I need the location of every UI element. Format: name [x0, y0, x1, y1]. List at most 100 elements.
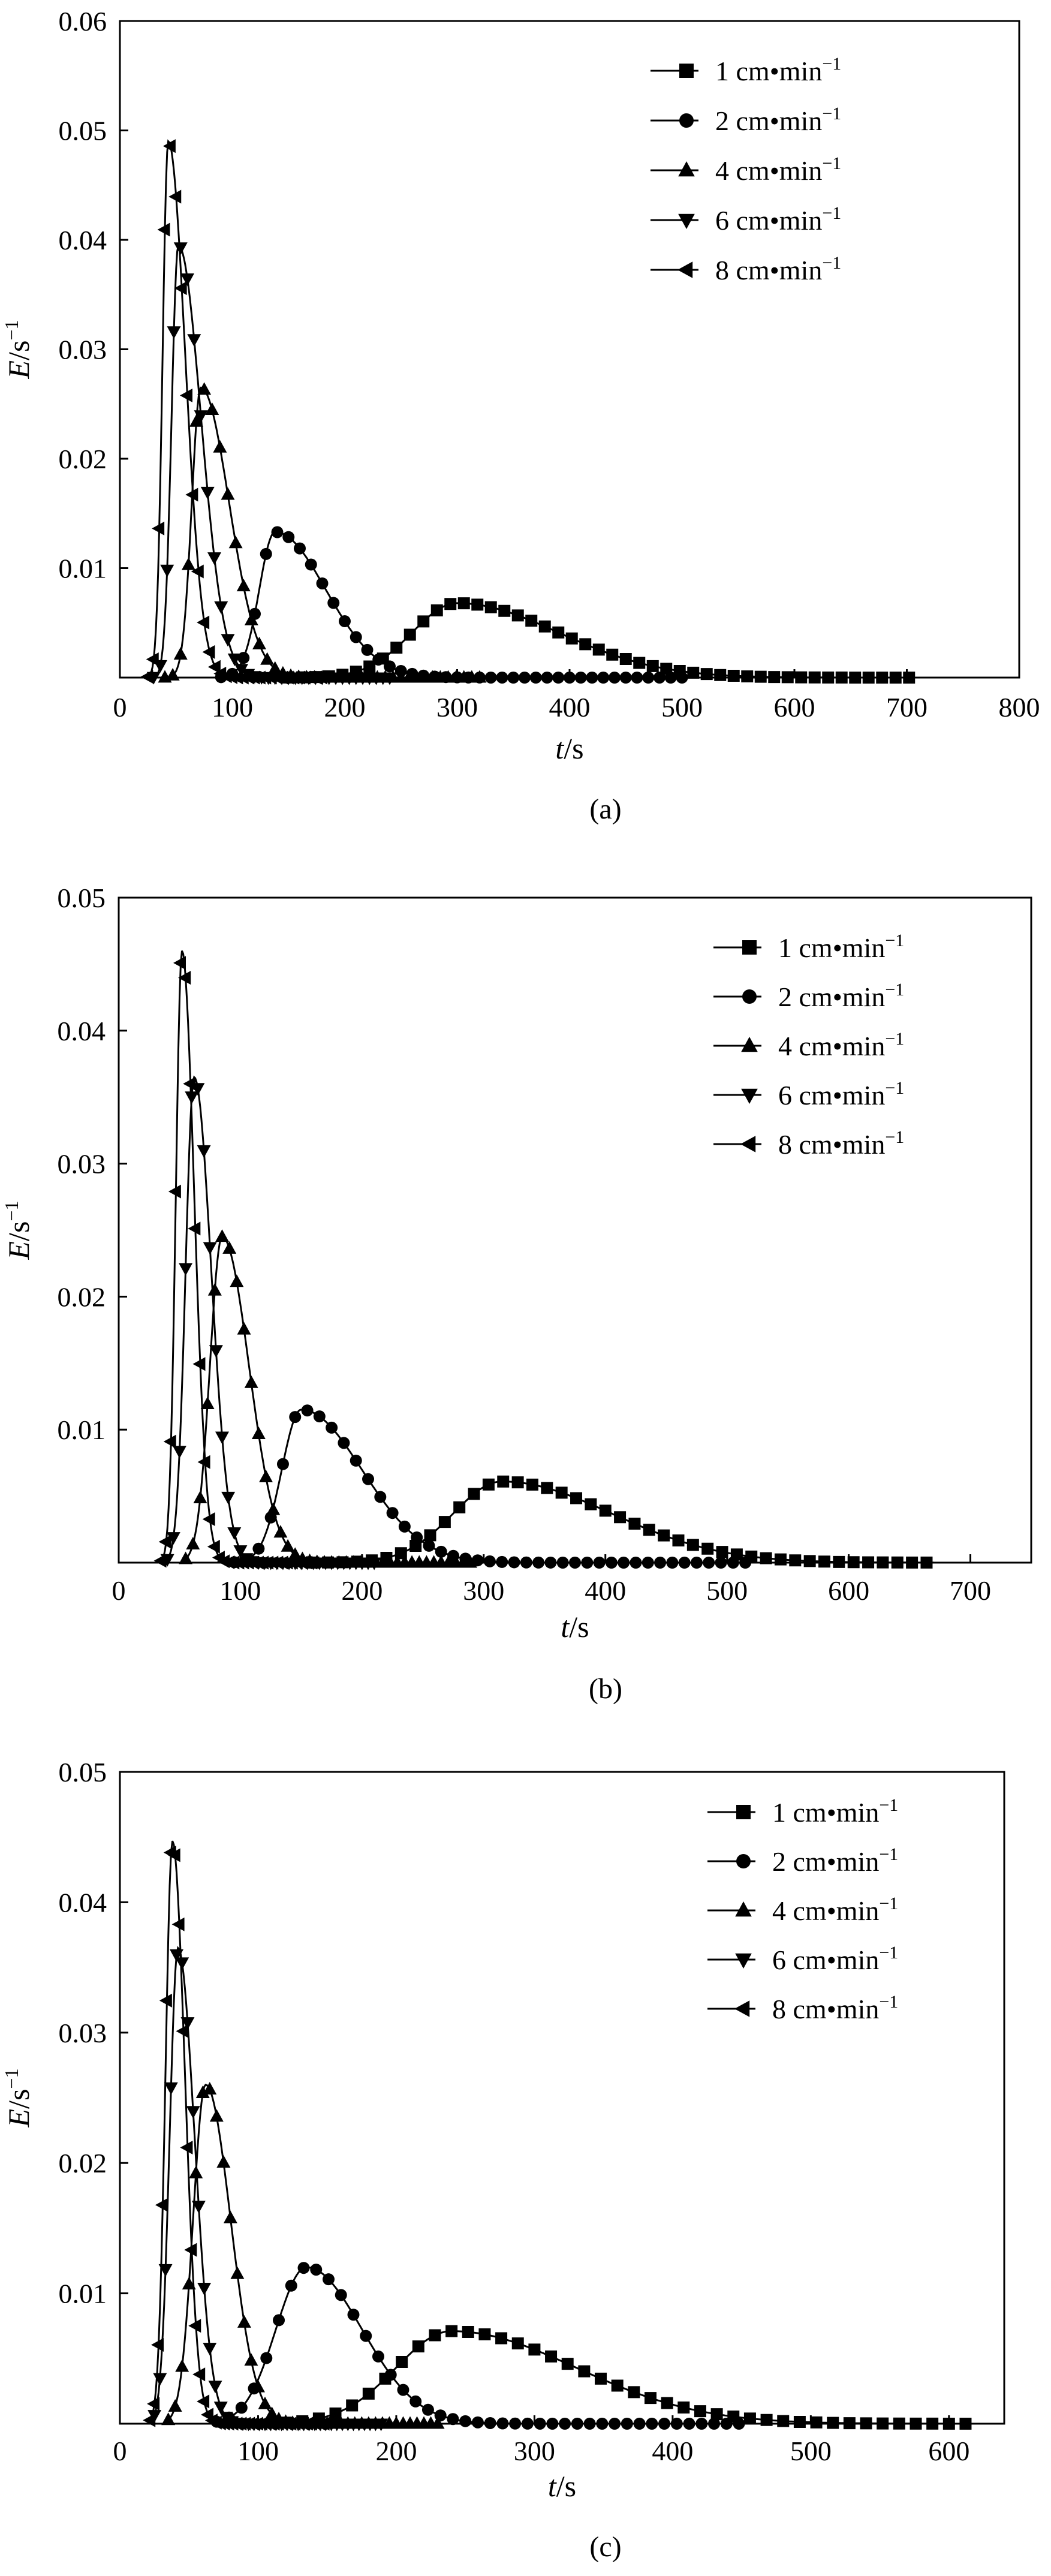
data-point	[315, 670, 327, 685]
data-point	[633, 657, 646, 669]
data-point	[498, 604, 511, 617]
data-point	[155, 2198, 168, 2212]
data-point	[677, 2401, 690, 2414]
legend-label-exponent: −1	[822, 253, 841, 273]
data-point	[808, 671, 821, 684]
data-point	[646, 2418, 658, 2430]
legend-marker	[736, 1854, 751, 1868]
data-point	[468, 1488, 480, 1500]
data-point	[683, 2418, 695, 2430]
legend-marker	[741, 1088, 758, 1104]
data-point	[695, 2418, 708, 2430]
y-axis-label: E/s−1	[1, 2069, 35, 2128]
data-point	[754, 670, 767, 683]
data-point	[143, 2413, 156, 2427]
data-point	[383, 672, 397, 685]
data-point	[195, 2086, 210, 2099]
data-point	[228, 535, 243, 549]
x-tick-label: 500	[661, 692, 703, 723]
data-point	[227, 653, 242, 666]
data-point	[180, 273, 194, 287]
x-tick-label: 500	[790, 2436, 832, 2466]
data-point	[317, 2416, 330, 2431]
data-point	[244, 612, 258, 625]
data-point	[942, 2417, 955, 2430]
data-point	[207, 552, 221, 565]
x-tick-label: 300	[514, 2436, 555, 2466]
data-point	[827, 2416, 839, 2429]
data-point	[251, 1427, 266, 1440]
legend-label-exponent: −1	[885, 931, 904, 950]
y-axis-unit-exponent: −1	[1, 1201, 22, 1221]
x-axis-variable: t	[555, 732, 564, 765]
legend-label-name: 2 cm•min	[772, 1846, 879, 1877]
y-tick-label: 0.03	[59, 2018, 107, 2048]
data-point	[482, 1478, 495, 1491]
data-point	[471, 598, 484, 611]
x-tick-label: 400	[652, 2436, 693, 2466]
data-point	[200, 486, 215, 499]
data-point	[611, 2379, 624, 2392]
data-point	[739, 1557, 752, 1569]
chart-panel-2: 0 100 200 300 400 500 600 700 0.01 0.02 0.03 0.04 0.…	[1, 883, 1032, 1705]
data-point	[214, 601, 228, 614]
y-tick-label: 0.04	[58, 1016, 106, 1046]
data-point	[223, 2210, 237, 2223]
y-axis-unit: /s	[2, 341, 35, 360]
data-point	[720, 2418, 733, 2430]
data-point	[686, 1539, 699, 1551]
data-point	[327, 597, 340, 609]
data-point	[569, 1556, 581, 1569]
data-point	[310, 2264, 323, 2276]
data-point	[795, 671, 808, 684]
data-point	[430, 604, 443, 616]
data-point	[197, 615, 210, 630]
data-point	[191, 2201, 206, 2214]
legend-label-name: 6 cm•min	[715, 205, 822, 236]
data-point	[833, 1555, 845, 1568]
data-point	[203, 2343, 217, 2356]
data-point	[609, 2418, 621, 2430]
data-point	[384, 2369, 397, 2381]
legend-label-name: 6 cm•min	[772, 1945, 879, 1975]
data-point	[860, 2417, 872, 2430]
series-5	[143, 1840, 330, 2431]
plot-frame	[119, 20, 1020, 679]
y-axis-unit-exponent: −1	[1, 320, 22, 341]
data-point	[174, 281, 187, 296]
data-point	[222, 1241, 237, 1254]
data-point	[496, 2417, 509, 2430]
legend-label-exponent: −1	[822, 54, 841, 74]
x-tick-label: 200	[375, 2436, 417, 2466]
x-tick-label: 100	[219, 1575, 261, 1606]
data-point	[203, 1242, 217, 1255]
data-point	[727, 670, 740, 682]
y-axis-unit: /s	[2, 2089, 35, 2109]
data-point	[606, 648, 619, 661]
x-tick-label: 600	[774, 692, 815, 723]
data-point	[423, 1539, 435, 1552]
legend-label-name: 8 cm•min	[778, 1129, 885, 1160]
data-point	[350, 1454, 362, 1467]
data-point	[534, 2417, 546, 2430]
data-point	[165, 667, 180, 681]
data-point	[188, 2319, 201, 2333]
data-point	[227, 1527, 242, 1540]
data-point	[818, 1555, 831, 1568]
legend-label: 4 cm•min−1	[772, 1894, 898, 1926]
data-point	[891, 1556, 904, 1569]
legend-label: 4 cm•min−1	[715, 154, 841, 186]
data-point	[561, 2358, 574, 2370]
data-point	[760, 1552, 772, 1564]
chart-panel-3: 0 100 200 300 400 500 600 0.01 0.02 0.03 0.04 0.05 t…	[1, 1757, 1005, 2563]
data-point	[495, 2332, 508, 2345]
data-point	[396, 2356, 408, 2369]
y-tick-label: 0.01	[59, 553, 107, 584]
y-axis-label: E/s−1	[1, 1201, 35, 1260]
series-line	[149, 1840, 327, 2425]
data-point	[541, 1482, 553, 1494]
data-point	[581, 1556, 594, 1569]
data-point	[189, 414, 203, 427]
data-point	[642, 1557, 654, 1569]
data-point	[185, 487, 198, 502]
